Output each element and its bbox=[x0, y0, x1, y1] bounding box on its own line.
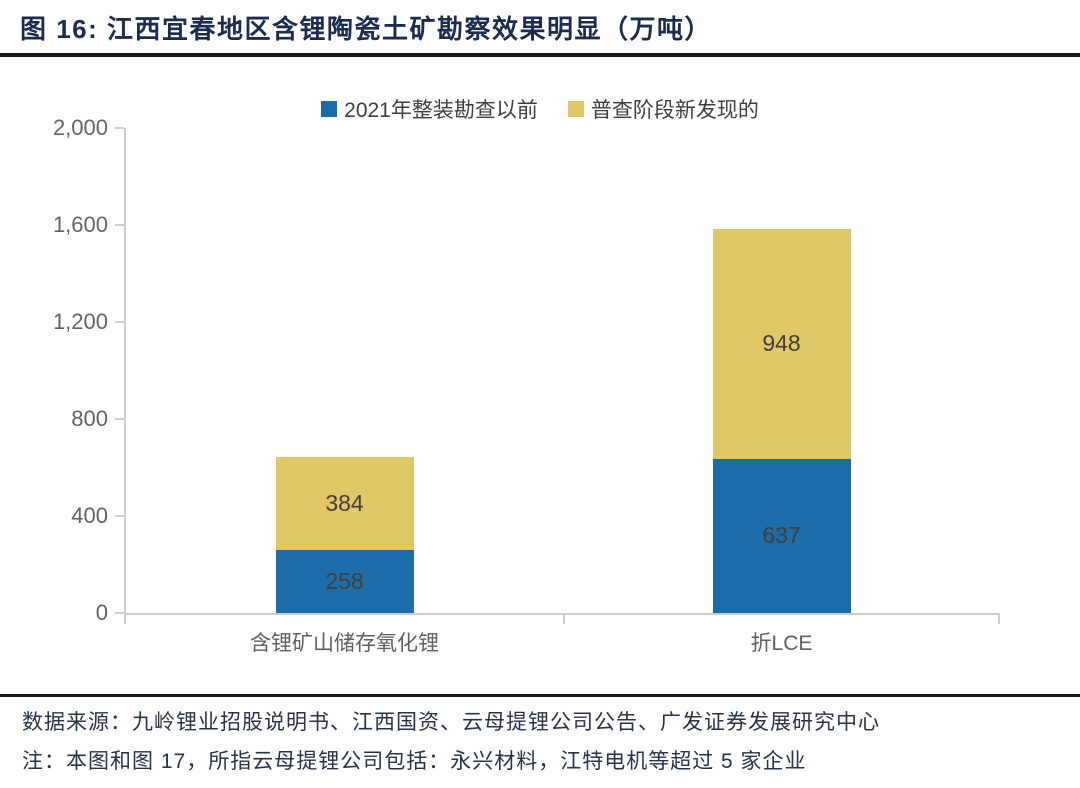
y-axis-tick-label: 400 bbox=[71, 503, 108, 528]
x-category-label: 折LCE bbox=[750, 632, 813, 655]
legend-item: 2021年整装勘查以前 bbox=[321, 94, 538, 124]
figure-note: 注：本图和图 17，所指云母提锂公司包括：永兴材料，江特电机等超过 5 家企业 bbox=[22, 750, 807, 773]
y-axis-tick-mark bbox=[115, 612, 124, 614]
x-axis-tick-mark bbox=[124, 615, 126, 624]
figure-footer: 数据来源：九岭锂业招股说明书、江西国资、云母提锂公司公告、广发证券发展研究中心 … bbox=[0, 694, 1080, 777]
legend-swatch-gold-icon bbox=[567, 101, 584, 117]
bar-segment: 637 bbox=[712, 458, 851, 613]
figure-header: 图 16: 江西宜春地区含锂陶瓷土矿勘察效果明显（万吨） bbox=[0, 0, 1080, 45]
stacked-bar-plot-area: 0 400 800 1,200 1,600 2,000 258 384 含锂矿山储存氧化锂 637… bbox=[53, 115, 1000, 655]
y-axis-tick-label: 2,000 bbox=[52, 115, 108, 140]
legend-label: 普查阶段新发现的 bbox=[590, 99, 759, 122]
y-axis-tick-mark bbox=[115, 224, 124, 226]
legend-item: 普查阶段新发现的 bbox=[567, 94, 759, 124]
x-axis-tick-mark bbox=[563, 615, 565, 624]
legend-label: 2021年整装勘查以前 bbox=[344, 99, 538, 122]
title-divider bbox=[0, 53, 1080, 57]
y-axis-tick-label: 1,200 bbox=[52, 309, 108, 334]
bar-value-label: 258 bbox=[325, 568, 364, 595]
legend-swatch-blue-icon bbox=[321, 101, 338, 117]
y-axis-tick-mark bbox=[115, 127, 124, 129]
bar-segment: 384 bbox=[275, 457, 414, 551]
y-axis-tick-label: 800 bbox=[71, 406, 108, 431]
x-category-label: 含锂矿山储存氧化锂 bbox=[250, 632, 439, 655]
bar-value-label: 384 bbox=[325, 490, 364, 517]
figure-title: 图 16: 江西宜春地区含锂陶瓷土矿勘察效果明显（万吨） bbox=[20, 14, 713, 44]
bar-segment: 948 bbox=[712, 228, 851, 459]
bar-value-label: 637 bbox=[762, 522, 801, 549]
y-axis-tick-mark bbox=[115, 515, 124, 517]
x-axis-tick-mark bbox=[998, 615, 1000, 624]
y-axis-tick-label: 0 bbox=[95, 600, 108, 625]
chart-legend: 2021年整装勘查以前 普查阶段新发现的 bbox=[0, 94, 1080, 124]
bar-segment: 258 bbox=[275, 550, 414, 613]
data-source-note: 数据来源：九岭锂业招股说明书、江西国资、云母提锂公司公告、广发证券发展研究中心 bbox=[22, 711, 880, 734]
y-axis-tick-mark bbox=[115, 321, 124, 323]
y-axis-tick-label: 1,600 bbox=[52, 212, 108, 237]
bar-value-label: 948 bbox=[762, 330, 801, 357]
y-axis-tick-mark bbox=[115, 418, 124, 420]
